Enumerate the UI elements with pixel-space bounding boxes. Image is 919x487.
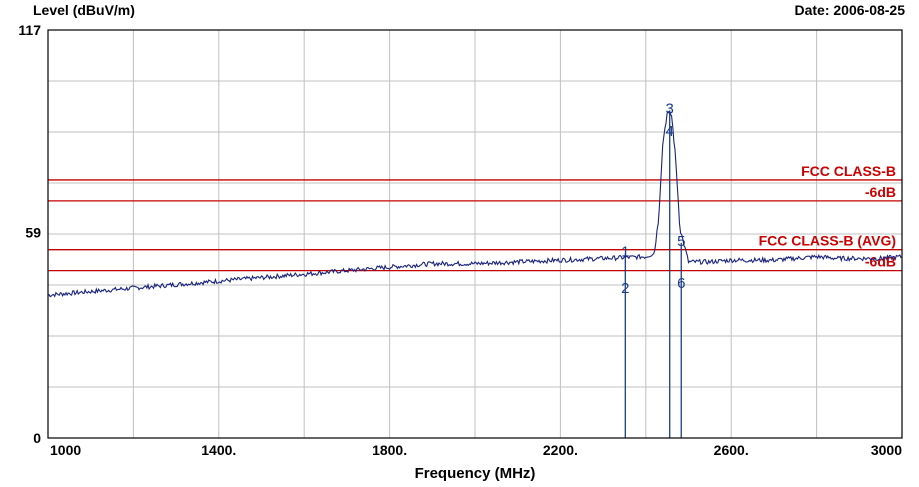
- trace-group: [47, 110, 903, 298]
- marker-label: 2: [621, 280, 629, 297]
- marker-label: 1: [621, 243, 629, 260]
- plot-frame: [47, 29, 903, 439]
- marker-label: 4: [666, 123, 674, 140]
- limit-label: FCC CLASS-B: [801, 163, 896, 179]
- y-axis-title: Level (dBuV/m): [33, 2, 135, 18]
- x-axis-title: Frequency (MHz): [415, 465, 536, 482]
- x-tick-label: 3000: [871, 442, 902, 458]
- date-label: Date: 2006-08-25: [794, 2, 905, 18]
- trace-line: [47, 110, 903, 298]
- x-tick-label: 1800.: [372, 442, 407, 458]
- marker-label: 6: [677, 275, 685, 292]
- marker-lines: 1 2 3 4 5 6: [621, 100, 685, 438]
- x-tick-label: 2600.: [714, 442, 749, 458]
- y-tick-label: 117: [18, 22, 41, 38]
- marker-label: 5: [677, 233, 685, 250]
- x-tick-label: 1000: [50, 442, 81, 458]
- y-tick-label: 0: [33, 430, 41, 446]
- limit-label: -6dB: [865, 184, 896, 200]
- tick-labels: 1000 1400. 1800. 2200. 2600. 3000 117 59 0: [18, 22, 902, 458]
- limit-label: FCC CLASS-B (AVG): [759, 233, 896, 249]
- marker-label: 3: [666, 100, 674, 117]
- x-tick-label: 2200.: [543, 442, 578, 458]
- y-tick-label: 59: [25, 224, 41, 240]
- x-tick-label: 1400.: [201, 442, 236, 458]
